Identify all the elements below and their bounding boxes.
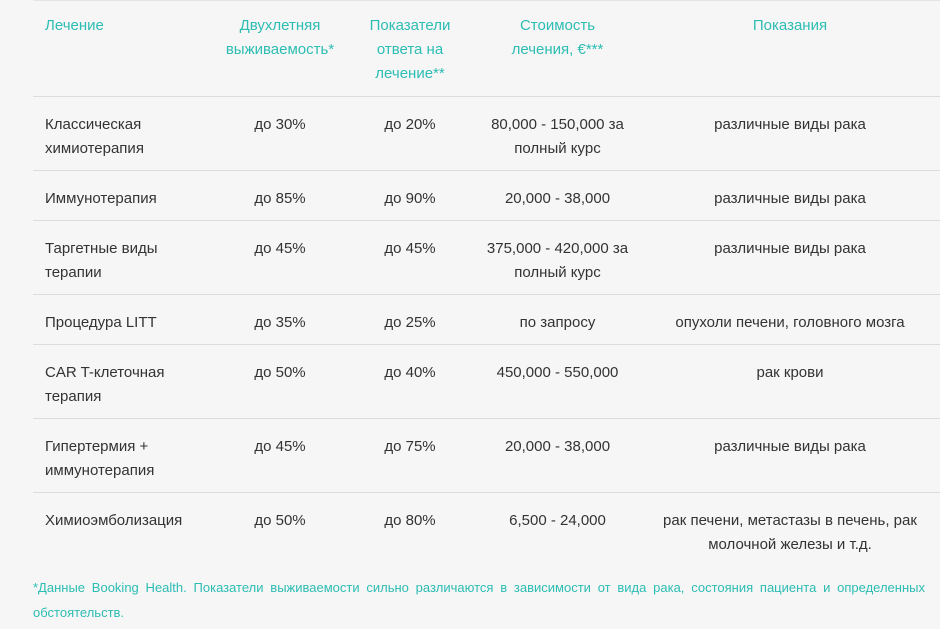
header-cell: Показания <box>640 0 940 97</box>
table-cell: различные виды рака <box>640 96 940 171</box>
table-row: Химиоэмболизация до 50% до 80% 6,500 - 24,0… <box>33 492 940 566</box>
table-cell: 20,000 - 38,000 <box>475 418 640 493</box>
table-cell: различные виды рака <box>640 220 940 295</box>
header-text: Показания <box>752 17 828 34</box>
header-cell: Стоимость лечения, €*** <box>475 0 640 97</box>
table-cell: 450,000 - 550,000 <box>475 344 640 419</box>
header-text: Показатели <box>369 17 451 34</box>
table-cell: 20,000 - 38,000 <box>475 170 640 221</box>
table-cell: Химиоэмболизация <box>33 492 215 566</box>
table-cell: до 45% <box>215 220 345 295</box>
table-cell: Таргетные виды терапии <box>33 220 215 295</box>
header-text: Двухлетняя <box>239 17 321 34</box>
table-cell: до 30% <box>215 96 345 171</box>
table-cell: 80,000 - 150,000 за полный курс <box>475 96 640 171</box>
table-cell: до 85% <box>215 170 345 221</box>
footnote: *Данные Booking Health. Показатели выжив… <box>33 580 925 620</box>
table-cell: до 45% <box>215 418 345 493</box>
table-cell: CAR T-клеточная терапия <box>33 344 215 419</box>
table-cell: Классическая химиотерапия <box>33 96 215 171</box>
table-cell: до 50% <box>215 492 345 566</box>
table-row: Иммунотерапия до 85% до 90% 20,000 - 38,000… <box>33 170 940 221</box>
header-text: лечение** <box>375 65 445 82</box>
table-row: Классическая химиотерапия до 30% до 20% 80,… <box>33 96 940 171</box>
header-text: лечения, €*** <box>511 41 604 58</box>
table-row: CAR T-клеточная терапия до 50% до 40% 450,0… <box>33 344 940 419</box>
table-body: Классическая химиотерапия до 30% до 20% 80,… <box>33 96 940 566</box>
table-cell: до 80% <box>345 492 475 566</box>
table-cell: Процедура LITT <box>33 294 215 345</box>
header-cell: Лечение <box>33 0 215 97</box>
treatment-table: Лечение Двухлетняя выживаемость* Показатели… <box>33 0 940 566</box>
header-text: Лечение <box>45 17 104 34</box>
table-cell: Иммунотерапия <box>33 170 215 221</box>
table-cell: различные виды рака <box>640 170 940 221</box>
table-row: Процедура LITT до 35% до 25% по запросу опух… <box>33 294 940 345</box>
header-text: выживаемость* <box>225 41 335 58</box>
table-cell: рак крови <box>640 344 940 419</box>
table-cell: опухоли печени, головного мозга <box>640 294 940 345</box>
table-cell: до 35% <box>215 294 345 345</box>
table-cell: 375,000 - 420,000 за полный курс <box>475 220 640 295</box>
header-text: ответа на <box>376 41 444 58</box>
table-row: Таргетные виды терапии до 45% до 45% 375,00… <box>33 220 940 295</box>
table-cell: до 90% <box>345 170 475 221</box>
header-cell: Двухлетняя выживаемость* <box>215 0 345 97</box>
table-cell: до 50% <box>215 344 345 419</box>
header-text: Стоимость <box>519 17 596 34</box>
table-cell: различные виды рака <box>640 418 940 493</box>
table-cell: Гипертермия + иммунотерапия <box>33 418 215 493</box>
table-cell: по запросу <box>475 294 640 345</box>
table-cell: до 45% <box>345 220 475 295</box>
header-cell: Показатели ответа на лечение** <box>345 0 475 97</box>
table-cell: до 75% <box>345 418 475 493</box>
table-cell: до 40% <box>345 344 475 419</box>
table-cell: до 20% <box>345 96 475 171</box>
header-row: Лечение Двухлетняя выживаемость* Показатели… <box>33 0 940 97</box>
table-cell: до 25% <box>345 294 475 345</box>
table-cell: рак печени, метастазы в печень, рак моло… <box>640 492 940 566</box>
table-cell: 6,500 - 24,000 <box>475 492 640 566</box>
table-row: Гипертермия + иммунотерапия до 45% до 75% 2… <box>33 418 940 493</box>
